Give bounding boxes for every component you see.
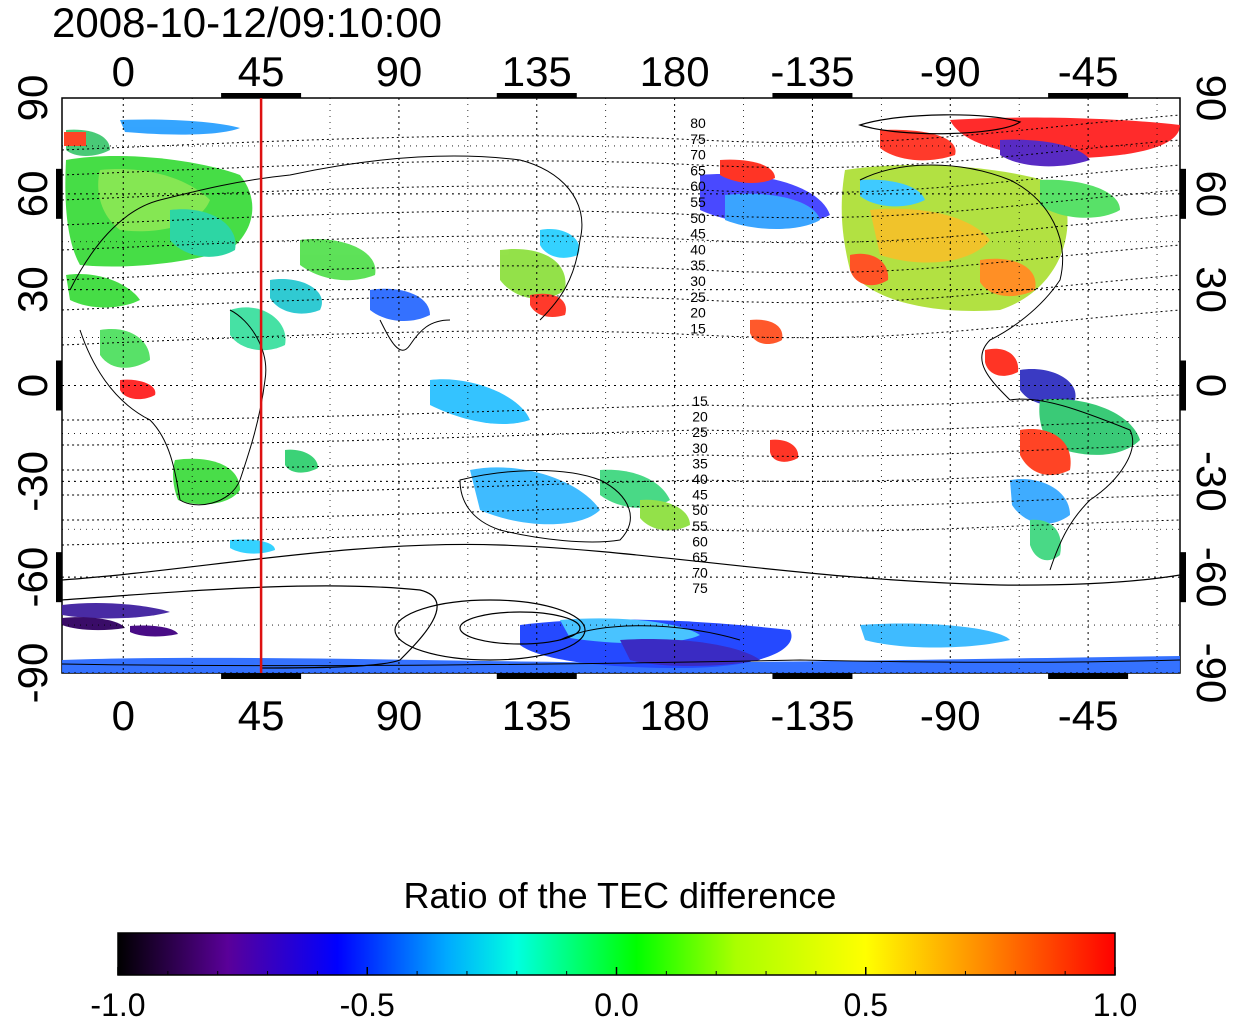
left-axis-bar: [56, 552, 62, 603]
top-longitude-axis: 0 45 90 135 180 -135 -90 -45: [112, 48, 1129, 98]
contour-label: 60: [692, 533, 708, 549]
colorbar-tick-label: -1.0: [90, 987, 145, 1023]
top-lon-tick-label: -45: [1058, 48, 1119, 95]
timestamp-title: 2008-10-12/09:10:00: [52, 0, 442, 46]
top-axis-bar: [496, 93, 577, 98]
contour-label: 65: [690, 162, 706, 178]
contour-label: 30: [690, 273, 706, 289]
contour-label: 15: [690, 320, 706, 336]
left-lat-tick-label: 60: [9, 170, 56, 217]
bottom-axis-bar: [1048, 673, 1129, 679]
bottom-axis-bar: [772, 673, 853, 679]
colorbar-tick-label: 0.5: [844, 987, 888, 1023]
contour-label: 40: [692, 471, 708, 487]
bottom-lon-tick-label: 45: [238, 692, 285, 739]
left-lat-tick-label: -90: [9, 643, 56, 704]
bottom-lon-tick-label: 180: [640, 692, 710, 739]
tec-data-patches: [62, 117, 1180, 673]
contour-label: 15: [692, 393, 708, 409]
contour-label: 45: [692, 487, 708, 503]
colorbar-tick-label: -0.5: [340, 987, 395, 1023]
top-lon-tick-label: 135: [502, 48, 572, 95]
contour-lines-solid: [62, 114, 1180, 669]
left-lat-tick-label: 0: [9, 374, 56, 397]
map-grid: [62, 98, 1180, 673]
bottom-lon-tick-label: -90: [920, 692, 981, 739]
contour-label: 80: [690, 115, 706, 131]
contour-label: 20: [690, 305, 706, 321]
bottom-axis-bar: [496, 673, 577, 679]
contour-label: 50: [690, 210, 706, 226]
contour-label: 75: [692, 580, 708, 596]
top-lon-tick-label: 0: [112, 48, 135, 95]
contour-label: 50: [692, 502, 708, 518]
right-lat-tick-label: 60: [1188, 170, 1235, 217]
bottom-longitude-axis: 0 45 90 135 180 -135 -90 -45: [112, 673, 1129, 739]
left-lat-tick-label: -30: [9, 451, 56, 512]
contour-label: 35: [690, 257, 706, 273]
top-axis-bar: [1048, 93, 1129, 98]
colorbar-tick-label: 0.0: [594, 987, 638, 1023]
contour-label: 30: [692, 440, 708, 456]
contour-label: 55: [692, 518, 708, 534]
top-lon-tick-label: 180: [640, 48, 710, 95]
right-lat-tick-label: 0: [1188, 374, 1235, 397]
bottom-lon-tick-label: -45: [1058, 692, 1119, 739]
right-lat-tick-label: 90: [1188, 75, 1235, 122]
top-axis-bar: [221, 93, 302, 98]
left-axis-bar: [56, 168, 62, 219]
bottom-lon-tick-label: 0: [112, 692, 135, 739]
right-lat-tick-label: -60: [1188, 547, 1235, 608]
top-lon-tick-label: 45: [238, 48, 285, 95]
right-latitude-axis: 90 60 30 0 -30 -60 -90: [1180, 75, 1235, 704]
top-lon-tick-label: 90: [376, 48, 423, 95]
contour-label: 20: [692, 409, 708, 425]
right-lat-tick-label: -30: [1188, 451, 1235, 512]
top-lon-tick-label: -135: [770, 48, 854, 95]
right-axis-bar: [1180, 168, 1186, 219]
right-axis-bar: [1180, 360, 1186, 411]
right-lat-tick-label: -90: [1188, 643, 1235, 704]
contour-label: 45: [690, 226, 706, 242]
top-axis-bar: [772, 93, 853, 98]
contour-label: 25: [690, 289, 706, 305]
colorbar-ticks: -1.0 -0.5 0.0 0.5 1.0: [90, 967, 1137, 1023]
contour-label: 40: [690, 241, 706, 257]
coastlines: [62, 155, 1180, 667]
left-lat-tick-label: 30: [9, 266, 56, 313]
bottom-lon-tick-label: -135: [770, 692, 854, 739]
bottom-axis-bar: [221, 673, 302, 679]
bottom-lon-tick-label: 90: [376, 692, 423, 739]
contour-label: 75: [690, 131, 706, 147]
colorbar-title: Ratio of the TEC difference: [403, 875, 837, 916]
bottom-lon-tick-label: 135: [502, 692, 572, 739]
contour-label: 25: [692, 424, 708, 440]
contour-lines: [62, 114, 1180, 546]
contour-label: 65: [692, 549, 708, 565]
contour-label: 55: [690, 194, 706, 210]
left-lat-tick-label: 90: [9, 75, 56, 122]
left-latitude-axis: 90 60 30 0 -30 -60 -90: [9, 75, 62, 704]
right-axis-bar: [1180, 552, 1186, 603]
contour-label: 60: [690, 178, 706, 194]
contour-label: 70: [690, 147, 706, 163]
contour-label: 35: [692, 455, 708, 471]
top-lon-tick-label: -90: [920, 48, 981, 95]
colorbar-tick-label: 1.0: [1093, 987, 1137, 1023]
left-lat-tick-label: -60: [9, 547, 56, 608]
contour-label: 70: [692, 565, 708, 581]
right-lat-tick-label: 30: [1188, 266, 1235, 313]
left-axis-bar: [56, 360, 62, 411]
